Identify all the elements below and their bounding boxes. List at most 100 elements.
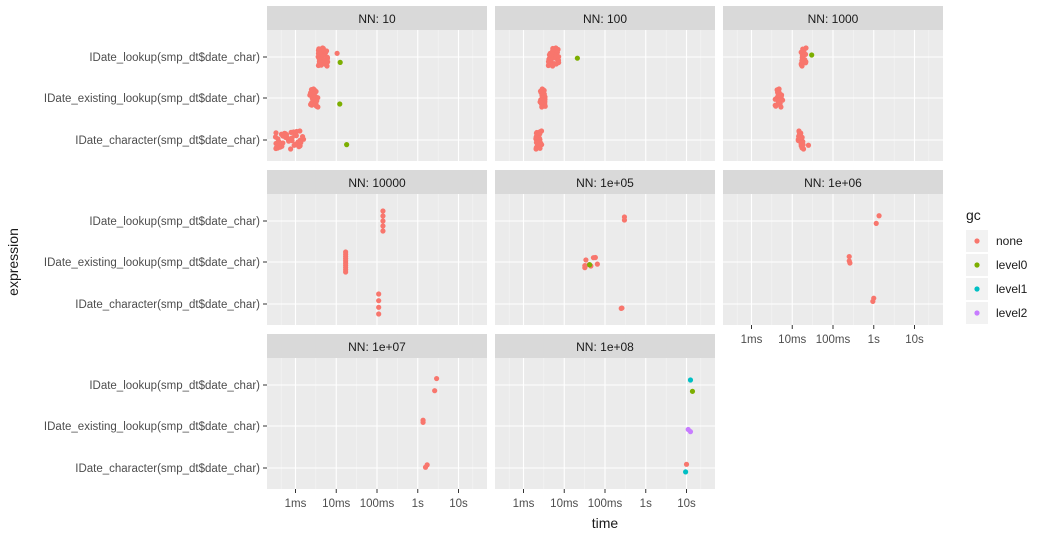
x-tick-label: 100ms <box>360 498 395 510</box>
data-point <box>846 253 852 260</box>
legend-label: level2 <box>996 306 1028 320</box>
data-point <box>288 129 294 135</box>
facet-panel: NN: 10 IDate_lookup(smp_dt$date_char) IDat… <box>44 6 487 161</box>
data-point <box>434 375 440 382</box>
facet-panel: NN: 1000 <box>723 6 943 161</box>
data-point <box>343 269 349 275</box>
y-tick-label: IDate_character(smp_dt$date_char) <box>75 299 260 311</box>
x-tick-label: 1ms <box>285 498 307 510</box>
y-tick-label: IDate_character(smp_dt$date_char) <box>75 463 260 475</box>
legend-label: level1 <box>996 282 1028 296</box>
data-point <box>689 388 696 394</box>
data-point <box>592 254 598 261</box>
data-point <box>286 138 292 144</box>
data-point <box>847 260 853 266</box>
data-point <box>799 63 805 69</box>
x-tick-label: 10s <box>449 498 468 510</box>
data-point <box>587 262 593 268</box>
data-point <box>809 52 815 58</box>
data-point <box>802 60 809 66</box>
data-point <box>315 104 321 110</box>
data-point <box>293 133 299 139</box>
data-point <box>288 146 294 152</box>
data-point <box>805 142 812 148</box>
data-point <box>778 104 784 110</box>
data-point <box>344 142 350 148</box>
x-tick-label: 10s <box>677 498 696 510</box>
x-tick-label: 10ms <box>322 498 350 510</box>
legend-label: level0 <box>996 258 1028 272</box>
facet-panel: NN: 1e+06 1ms 10ms 100ms 1s 10s <box>723 170 943 346</box>
y-tick-label: IDate_existing_lookup(smp_dt$date_char) <box>44 93 260 105</box>
facet-strip-label: NN: 100 <box>583 12 627 26</box>
facet-strip-label: NN: 1000 <box>808 12 859 26</box>
facet-strip <box>267 170 487 194</box>
facet-strip-label: NN: 1e+05 <box>576 176 634 190</box>
legend-swatch <box>974 238 980 244</box>
data-point <box>380 223 386 229</box>
data-point <box>376 291 382 297</box>
data-point <box>380 218 386 224</box>
legend-title: gc <box>966 207 981 223</box>
data-point <box>539 104 545 110</box>
data-point <box>380 228 386 234</box>
data-point <box>324 63 330 69</box>
data-point <box>273 145 279 152</box>
data-point <box>337 59 343 65</box>
facet-strip <box>267 6 487 30</box>
data-point <box>380 208 386 214</box>
y-tick-label: IDate_lookup(smp_dt$date_char) <box>89 380 260 392</box>
data-point <box>376 304 382 310</box>
y-axis-title: expression <box>5 228 21 296</box>
x-tick-label: 1s <box>868 334 880 346</box>
facet-strip <box>495 170 715 194</box>
data-point <box>594 261 600 267</box>
x-tick-label: 100ms <box>588 498 623 510</box>
facet-strip <box>495 334 715 358</box>
data-point <box>773 103 779 109</box>
data-point <box>334 50 340 56</box>
data-point <box>871 295 877 301</box>
x-tick-label: 1ms <box>741 334 763 346</box>
x-tick-label: 10s <box>905 334 924 346</box>
facet-strip-label: NN: 10 <box>358 12 396 26</box>
x-tick-label: 1ms <box>513 498 535 510</box>
legend-swatch <box>974 262 980 268</box>
y-tick-label: IDate_existing_lookup(smp_dt$date_char) <box>44 257 260 269</box>
x-tick-label: 1s <box>412 498 424 510</box>
data-point <box>873 220 879 226</box>
y-tick-label: IDate_existing_lookup(smp_dt$date_char) <box>44 421 260 433</box>
data-point <box>376 311 382 317</box>
data-point <box>687 377 694 383</box>
data-point <box>533 146 539 152</box>
facet-panel: NN: 1e+08 1ms 10ms 100ms 1s 10s <box>495 334 715 510</box>
legend-swatch <box>974 286 980 292</box>
facet-strip-label: NN: 1e+06 <box>804 176 862 190</box>
data-point <box>621 214 628 220</box>
data-point <box>550 63 556 69</box>
data-point <box>376 298 382 304</box>
data-point <box>876 213 882 219</box>
data-point <box>424 462 430 468</box>
legend-swatch <box>974 310 980 316</box>
data-point <box>309 102 315 108</box>
facet-strip-label: NN: 1e+07 <box>348 340 406 354</box>
data-point <box>683 469 689 475</box>
x-tick-label: 10ms <box>778 334 806 346</box>
facet-panel: NN: 1e+05 <box>495 170 715 325</box>
data-point <box>800 146 807 152</box>
data-point <box>583 257 589 263</box>
facet-panel: NN: 1e+07 IDate_lookup(smp_dt$date_char) I… <box>44 334 487 510</box>
data-point <box>537 145 543 151</box>
facet-strip <box>495 6 715 30</box>
facet-strip <box>267 334 487 358</box>
data-point <box>545 62 552 69</box>
data-point <box>315 62 322 69</box>
facet-strip-label: NN: 10000 <box>348 176 406 190</box>
data-point <box>420 419 426 425</box>
data-point <box>432 388 438 394</box>
facet-panel: NN: 10000 IDate_lookup(smp_dt$date_char) I… <box>44 170 487 325</box>
facet-strip <box>723 6 943 30</box>
x-tick-label: 10ms <box>550 498 578 510</box>
